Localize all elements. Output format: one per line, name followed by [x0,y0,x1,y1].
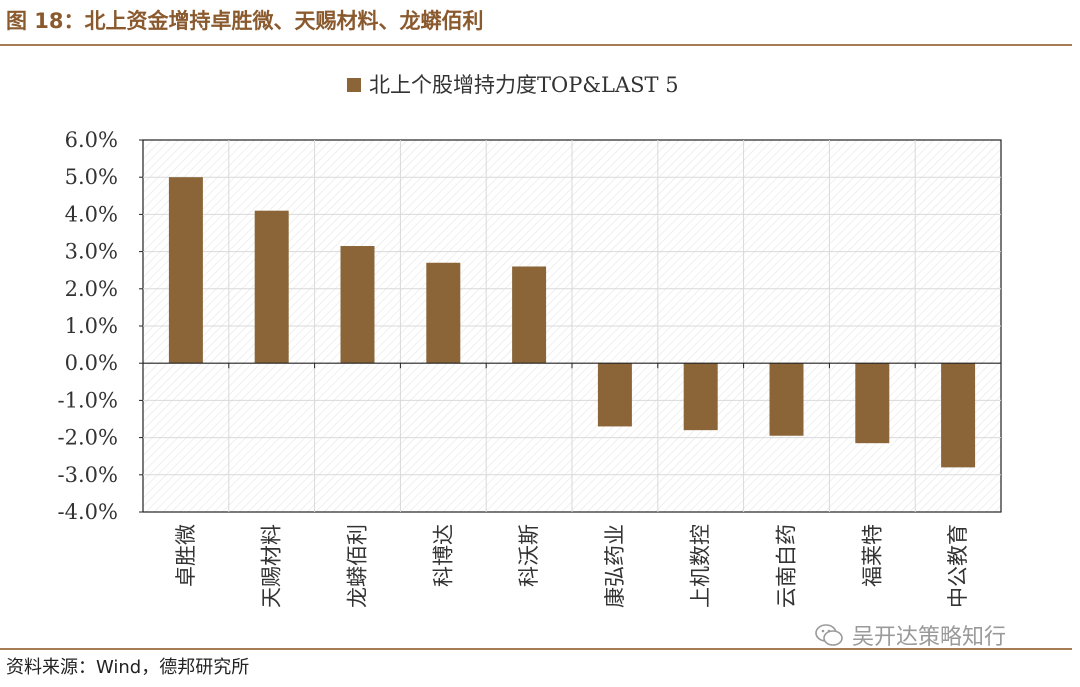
bar [941,363,976,468]
y-tick-label: -2.0% [58,426,118,450]
y-tick-label: 2.0% [65,277,118,301]
x-tick-label: 科博达 [431,524,455,587]
bar [426,262,461,364]
y-tick-label: 0.0% [65,351,118,375]
source-note: 资料来源：Wind，德邦研究所 [6,657,250,678]
bar [168,177,203,364]
y-tick-label: -3.0% [58,463,118,487]
x-tick-label: 卓胜微 [174,524,198,587]
bar [597,363,632,427]
bar [340,246,375,364]
y-tick-label: 5.0% [65,165,118,189]
bottom-rule [0,648,1072,650]
figure-title: 图 18：北上资金增持卓胜微、天赐材料、龙蟒佰利 [6,9,484,33]
x-tick-label: 科沃斯 [517,524,541,587]
y-tick-label: 6.0% [65,128,118,152]
bar [512,266,547,364]
x-tick-label: 福莱特 [860,524,884,587]
x-tick-label: 云南白药 [775,524,799,608]
bar [683,363,718,431]
legend-swatch [347,78,361,92]
y-tick-label: 4.0% [65,202,118,226]
bar [254,210,289,364]
x-axis: 卓胜微 天赐材料 龙蟒佰利 科博达 科沃斯 康弘药业 上机数控 云南白药 福莱特 中公教育 [142,362,1002,608]
x-tick-label: 天赐材料 [260,524,284,608]
y-tick-label: 1.0% [65,314,118,338]
bar [769,363,804,436]
wechat-icon [815,624,843,646]
y-tick-label: -4.0% [58,500,118,524]
watermark-text: 吴开达策略知行 [852,625,1007,650]
x-tick-label: 中公教育 [946,524,970,608]
watermark: 吴开达策略知行 [814,618,1006,652]
legend-label: 北上个股增持力度TOP&LAST 5 [369,73,679,97]
x-tick-label: 龙蟒佰利 [346,524,370,608]
y-axis: 6.0% 5.0% 4.0% 3.0% 2.0% 1.0% 0.0% -1.0% -2.0% -3… [58,128,143,524]
x-tick-label: 康弘药业 [603,524,627,608]
bar [855,363,890,444]
chart-legend: 北上个股增持力度TOP&LAST 5 [347,73,679,97]
x-tick-label: 上机数控 [689,524,713,608]
bar-chart: 北上个股增持力度TOP&LAST 5 6.0% 5.0% 4.0% 3.0% 2.0% 1… [58,73,1002,608]
y-tick-label: -1.0% [58,388,118,412]
top-rule [0,44,1072,46]
bar-series [168,177,976,468]
y-tick-label: 3.0% [65,240,118,264]
